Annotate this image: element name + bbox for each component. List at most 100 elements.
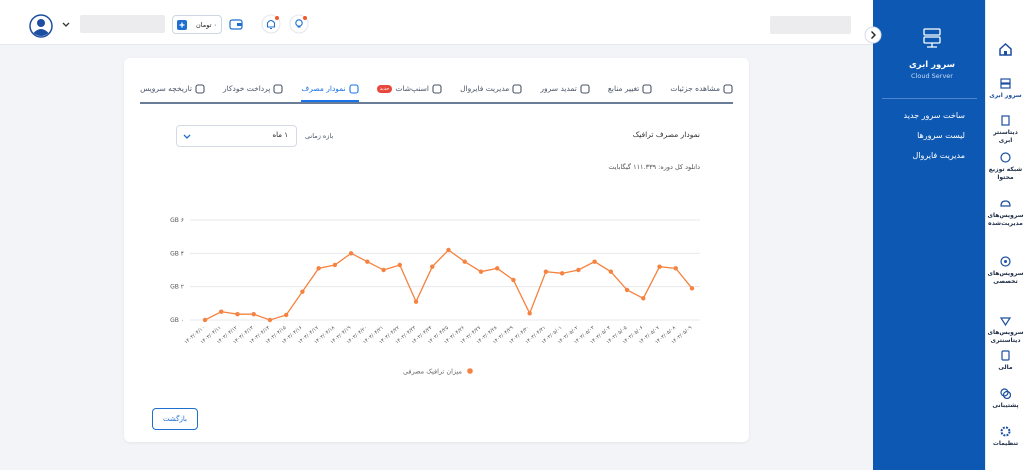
nav-label: سرویس‌های دیتاسنتری <box>987 329 1024 344</box>
chevron-down[interactable] <box>62 22 70 28</box>
data-point <box>283 312 289 318</box>
data-point <box>235 311 240 317</box>
tab-icon <box>195 83 205 94</box>
data-point <box>365 259 370 264</box>
notification-bell[interactable] <box>261 14 281 34</box>
tab-icon <box>642 83 652 94</box>
avatar[interactable] <box>29 14 53 38</box>
nav-label: سرور ابری <box>989 92 1022 99</box>
data-point <box>559 271 565 276</box>
tab[interactable]: تمدید سرور <box>540 75 590 102</box>
divider <box>882 98 977 99</box>
data-point <box>641 296 646 301</box>
tips-bulb[interactable] <box>289 14 309 34</box>
data-point <box>462 259 467 264</box>
range-value: ۱ ماه <box>272 131 288 139</box>
balance-button[interactable]: ۰ تومان <box>172 15 222 34</box>
data-point <box>624 287 630 293</box>
submenu-subtitle: Cloud Server <box>911 72 953 80</box>
data-point <box>300 289 305 294</box>
data-point <box>446 247 451 253</box>
data-point <box>657 264 662 269</box>
nav-label: مالی <box>998 364 1013 371</box>
data-point <box>332 262 338 268</box>
data-point <box>316 266 321 271</box>
data-point <box>608 269 614 274</box>
tab-label: تمدید سرور <box>540 84 577 93</box>
new-badge: جدید <box>376 84 393 93</box>
tab[interactable]: مدیریت فایروال <box>460 75 522 102</box>
tab-bar: مشاهده جزئیات تغییر منابع تمدید سرور مدیریت… <box>140 75 733 104</box>
collapse-button[interactable] <box>864 26 882 44</box>
data-point <box>689 286 695 291</box>
back-button[interactable]: بازگشت <box>152 408 198 430</box>
series-line <box>204 249 693 321</box>
y-tick-label: GB ۲ <box>170 284 184 291</box>
select-chevron <box>183 134 191 139</box>
tab[interactable]: نمودار مصرف <box>301 75 359 102</box>
content-card <box>124 58 749 442</box>
tab-label: مدیریت فایروال <box>460 84 510 93</box>
tab-icon <box>723 83 733 94</box>
wallet-icon[interactable] <box>229 17 243 31</box>
tab[interactable]: تغییر منابع <box>608 75 652 102</box>
main-nav: سرور ابری دیتاسنتر ابری شبکه توزیع محتوا… <box>985 0 1024 470</box>
data-point <box>202 317 208 323</box>
y-tick-label: GB ۴ <box>170 250 184 257</box>
data-point <box>592 259 597 264</box>
legend-label: میزان ترافیک مصرفی <box>403 368 462 376</box>
tab-label: تاریخچه سرویس <box>140 84 192 93</box>
data-point <box>495 266 500 271</box>
submenu-item[interactable]: ساخت سرور جدید <box>903 111 965 120</box>
tab-icon <box>512 83 522 94</box>
blurred-server-name <box>770 16 851 34</box>
nav-item[interactable]: سرویس‌های تخصصی <box>986 256 1024 286</box>
chart-title: نمودار مصرف ترافیک <box>632 130 700 139</box>
data-point <box>413 299 419 304</box>
data-point <box>576 267 581 273</box>
tab-icon <box>580 83 590 94</box>
submenu-panel: سرور ابری Cloud Server ساخت سرور جدید لی… <box>873 0 985 470</box>
nav-item[interactable]: شبکه توزیع محتوا <box>986 152 1024 182</box>
data-point <box>381 267 386 273</box>
tab-label: نمودار مصرف <box>301 84 346 93</box>
nav-item[interactable]: سرور ابری <box>986 78 1024 100</box>
data-point <box>673 266 678 271</box>
nav-item[interactable]: دیتاسنتر ابری <box>986 115 1024 145</box>
nav-item[interactable]: تنظیمات <box>986 426 1024 448</box>
nav-item[interactable]: پشتیبانی <box>986 388 1024 410</box>
data-point <box>219 309 224 314</box>
y-tick-label: GB ۶ <box>170 217 184 224</box>
tab-icon <box>273 83 283 94</box>
nav-item[interactable]: سرویس‌های دیتاسنتری <box>986 315 1024 345</box>
plus-icon <box>177 19 187 30</box>
nav-label: شبکه توزیع محتوا <box>988 166 1023 181</box>
tab[interactable]: اسنپ‌شات جدید <box>376 75 442 102</box>
tab-label: پرداخت خودکار <box>223 84 271 93</box>
blurred-name <box>80 15 165 33</box>
tab-icon <box>432 83 442 94</box>
tab-label: تغییر منابع <box>607 84 640 93</box>
submenu-item[interactable]: مدیریت فایروال <box>912 151 965 160</box>
legend-marker <box>467 368 473 374</box>
tab[interactable]: مشاهده جزئیات <box>670 75 733 102</box>
data-point <box>251 311 256 317</box>
y-tick-label: GB ۰ <box>170 317 184 324</box>
home-icon[interactable] <box>998 42 1013 57</box>
data-point <box>543 269 549 274</box>
nav-label: دیتاسنتر ابری <box>993 129 1018 144</box>
chart: GB ۰GB ۲GB ۴GB ۶۱۴۰۳/۰۴/۱۰۱۴۰۳/۰۴/۱۱۱۴۰۳… <box>170 217 700 376</box>
data-point <box>397 262 402 268</box>
tab[interactable]: پرداخت خودکار <box>223 75 283 102</box>
balance-text: ۰ تومان <box>196 20 217 29</box>
submenu-item[interactable]: لیست سرورها <box>917 131 965 140</box>
tab-label: اسنپ‌شات <box>395 84 430 93</box>
data-point <box>511 277 516 283</box>
tab-icon <box>349 83 359 94</box>
total-download: دانلود کل دوره: ۱۱۱.۳۳۹ گیگابایت <box>608 163 700 171</box>
tab[interactable]: تاریخچه سرویس <box>140 75 205 102</box>
nav-item[interactable]: سرویس‌های مدیریت‌شده <box>986 198 1024 228</box>
nav-item[interactable]: مالی <box>986 350 1024 372</box>
range-select[interactable]: ۱ ماه <box>176 125 297 147</box>
